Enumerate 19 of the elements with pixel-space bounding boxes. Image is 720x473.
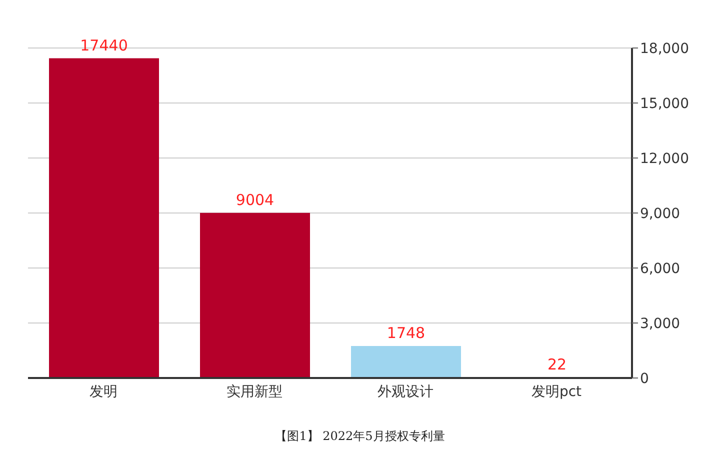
y-tick-label: 18,000 — [640, 40, 689, 57]
y-tick-label: 9,000 — [640, 206, 680, 222]
x-tick-label: 外观设计 — [378, 384, 434, 400]
y-tick-label: 15,000 — [640, 96, 689, 112]
y-tick-label: 12,000 — [640, 150, 689, 167]
x-tick-label: 发明 — [90, 384, 118, 400]
bar — [351, 346, 461, 378]
y-tick-label: 3,000 — [640, 316, 680, 332]
data-label: 1748 — [386, 324, 426, 342]
data-label: 22 — [547, 356, 567, 374]
y-tick-label: 6,000 — [640, 260, 680, 277]
bar — [49, 58, 159, 378]
x-tick-label: 发明pct — [531, 384, 582, 400]
y-tick-label: 0 — [640, 370, 649, 387]
data-label: 17440 — [80, 36, 128, 54]
bar — [200, 212, 310, 378]
text: 【图1】 2022年5月授权专利量 — [274, 428, 446, 445]
x-tick-label: 实用新型 — [226, 384, 282, 400]
data-label: 9004 — [236, 190, 274, 209]
